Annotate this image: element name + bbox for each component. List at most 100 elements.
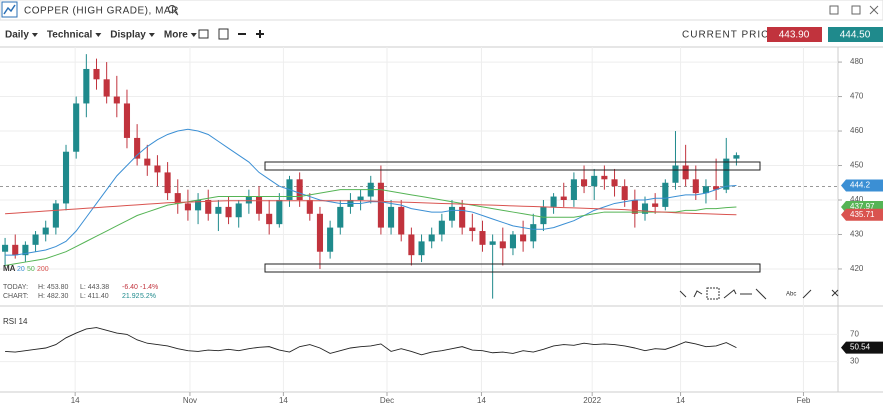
- x-tick-label: 14: [676, 396, 685, 405]
- search-icon-handle: [174, 11, 179, 16]
- open-button[interactable]: [198, 29, 209, 39]
- candle-body: [255, 196, 263, 214]
- title-bar: [0, 0, 883, 21]
- candle-body: [377, 182, 384, 228]
- price-flag-label: 444.2: [850, 181, 871, 190]
- popout-button[interactable]: [829, 5, 839, 15]
- rsi-label: RSI 14: [3, 317, 28, 326]
- tool-text[interactable]: Abc: [786, 292, 796, 298]
- tool-curve[interactable]: [693, 290, 703, 298]
- x-tick-label: 2022: [583, 396, 601, 405]
- candle-body: [723, 158, 730, 190]
- legend-entry: 200: [37, 266, 49, 273]
- tool-arrow[interactable]: [679, 290, 687, 298]
- candle-body: [266, 213, 273, 225]
- candle-body: [418, 241, 425, 256]
- candle-body: [235, 203, 242, 218]
- rsi-flag: [841, 341, 883, 354]
- candle-body: [398, 206, 405, 235]
- stat-text: H: 453.80: [38, 284, 68, 291]
- tool-close-x: [831, 289, 839, 297]
- price-flag-label: 437.97: [850, 202, 875, 211]
- candle-body: [550, 196, 557, 207]
- x-tick-label: Dec: [380, 396, 394, 405]
- candle-body: [702, 186, 709, 194]
- moving-average-line: [5, 128, 737, 256]
- candle-body: [621, 186, 628, 200]
- moving-average-line: [4, 189, 737, 267]
- candle-body: [601, 175, 608, 180]
- rsi-line: [5, 327, 737, 356]
- legend-entry: 50: [27, 266, 35, 273]
- y-tick-label: 430: [850, 230, 864, 239]
- candle-body: [479, 231, 486, 245]
- candle-body: [276, 200, 283, 225]
- candle-body: [12, 244, 19, 256]
- tool-pen[interactable]: [802, 289, 812, 299]
- candle-body: [337, 206, 344, 228]
- candle-body: [570, 179, 577, 200]
- menu-item[interactable]: More: [164, 30, 188, 41]
- drawing-tools: [679, 287, 839, 300]
- price-flag-label: 435.71: [850, 210, 875, 219]
- candle-body: [713, 186, 720, 190]
- tool-fib[interactable]: [706, 287, 720, 300]
- candle-body: [469, 227, 476, 232]
- candle-body: [520, 234, 527, 242]
- moving-average-line: [5, 200, 737, 216]
- stat-text: L: 411.40: [80, 293, 109, 300]
- candle-body: [83, 68, 90, 104]
- menu-item[interactable]: Display: [110, 30, 146, 41]
- menu-item[interactable]: Technical: [47, 30, 93, 41]
- candle-body: [641, 203, 649, 214]
- candle-body: [52, 203, 59, 228]
- menu-item[interactable]: Daily: [5, 30, 29, 41]
- stat-text: 5.2%: [140, 293, 156, 300]
- candle-body: [662, 182, 669, 207]
- ma-label: MA: [3, 264, 16, 273]
- candle-body: [509, 234, 517, 249]
- candle-body: [499, 241, 506, 249]
- candle-body: [459, 206, 466, 228]
- candle-body: [682, 165, 689, 180]
- stat-text: H: 482.30: [38, 293, 68, 300]
- candle-body: [672, 165, 679, 183]
- candle-body: [388, 206, 395, 228]
- bid-price: 443.90: [779, 30, 810, 41]
- rsi-tick-label: 30: [850, 357, 859, 366]
- tool-trend[interactable]: [723, 289, 737, 299]
- candle-body: [113, 96, 120, 104]
- save-button[interactable]: [218, 28, 229, 40]
- candle-body: [134, 137, 141, 159]
- candle-body: [692, 179, 699, 194]
- search-icon[interactable]: [168, 5, 176, 13]
- x-tick-label: 14: [71, 396, 80, 405]
- candle-body: [540, 206, 547, 225]
- candle-body: [123, 103, 131, 138]
- x-tick-label: 14: [477, 396, 486, 405]
- instrument-title: COPPER (HIGH GRADE), MAR: [24, 6, 179, 17]
- candle-body: [215, 206, 222, 214]
- candle-body: [245, 196, 252, 204]
- candle-body: [316, 213, 324, 252]
- candle-body: [560, 196, 567, 200]
- ask-box: [828, 27, 883, 42]
- candle-body: [195, 200, 202, 211]
- close-button-x: [869, 5, 879, 15]
- candle-body: [489, 241, 496, 245]
- candle-body: [42, 227, 49, 235]
- candle-body: [448, 206, 456, 221]
- toolbar: Daily Technical Display More: [5, 30, 197, 41]
- candle-body: [174, 193, 181, 204]
- drawn-rectangle[interactable]: [264, 161, 761, 171]
- maximize-button[interactable]: [851, 5, 861, 15]
- candle-body: [306, 200, 313, 214]
- drawn-rectangle[interactable]: [264, 263, 761, 273]
- menu-caret: [31, 33, 38, 37]
- tool-ray[interactable]: [755, 288, 767, 300]
- stat-text: 21.92: [122, 293, 140, 300]
- logo-line: [3, 4, 16, 15]
- candle-body: [733, 155, 740, 159]
